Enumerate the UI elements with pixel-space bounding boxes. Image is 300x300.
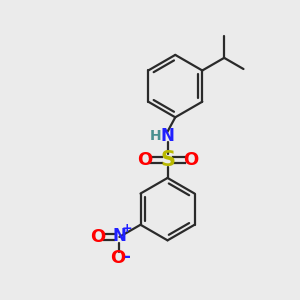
- Text: N: N: [160, 127, 175, 145]
- Text: S: S: [160, 150, 175, 170]
- Text: H: H: [150, 129, 161, 143]
- Text: N: N: [112, 227, 126, 245]
- Text: O: O: [111, 249, 126, 267]
- Text: O: O: [90, 228, 106, 246]
- Text: -: -: [123, 248, 130, 266]
- Text: O: O: [183, 151, 198, 169]
- Text: +: +: [122, 222, 132, 235]
- Text: O: O: [137, 151, 152, 169]
